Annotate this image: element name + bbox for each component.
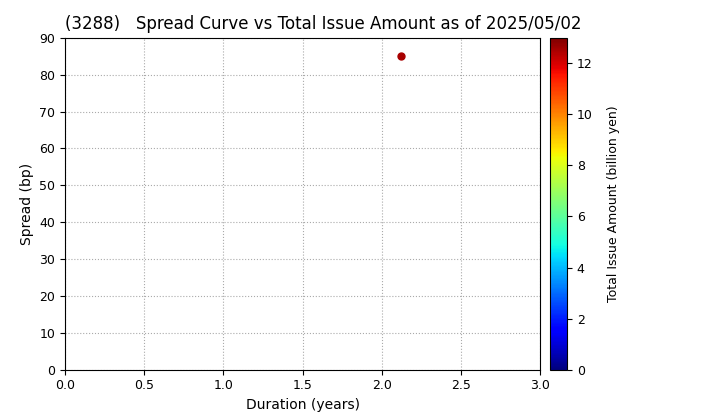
Y-axis label: Spread (bp): Spread (bp) (19, 163, 34, 245)
Point (395, 53, 407, 60)
X-axis label: Duration (years): Duration (years) (246, 398, 359, 412)
Y-axis label: Total Issue Amount (billion yen): Total Issue Amount (billion yen) (606, 105, 619, 302)
Text: (3288)   Spread Curve vs Total Issue Amount as of 2025/05/02: (3288) Spread Curve vs Total Issue Amoun… (65, 16, 581, 34)
